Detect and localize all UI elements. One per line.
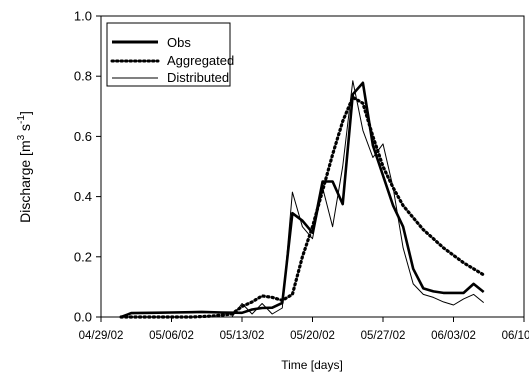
- y-tick-label: 0.4: [74, 189, 92, 204]
- legend-label-obs: Obs: [167, 35, 191, 50]
- x-tick-label: 06/10/02: [502, 330, 529, 342]
- y-tick-label: 0.6: [74, 129, 92, 144]
- x-tick-label: 05/06/02: [149, 330, 194, 342]
- legend-label-aggregated: Aggregated: [167, 53, 234, 68]
- x-tick-label: 05/27/02: [361, 330, 406, 342]
- legend-label-distributed: Distributed: [167, 70, 229, 85]
- y-axis-label-sup2: -1: [16, 115, 27, 124]
- x-axis-label: Time [days]: [281, 358, 343, 372]
- x-tick-label: 06/03/02: [431, 330, 476, 342]
- series-layer: [119, 80, 486, 319]
- y-axis-label-mid: s: [17, 124, 33, 135]
- y-tick-label: 1.0: [74, 9, 92, 24]
- series-line-distributed: [121, 80, 485, 318]
- y-axis-label-end: ]: [17, 111, 33, 115]
- y-axis-label: Discharge [m3 s-1]: [16, 111, 33, 223]
- x-tick-label: 04/29/02: [79, 330, 124, 342]
- y-axis: 0.0 0.2 0.4 0.6 0.8 1.0: [74, 9, 101, 325]
- y-tick-label: 0.2: [74, 249, 92, 264]
- y-axis-label-main: Discharge [m: [17, 140, 33, 222]
- y-axis-label-sup1: 3: [16, 134, 27, 140]
- series-line-aggregated: [119, 95, 486, 319]
- y-tick-label: 0.0: [74, 310, 92, 325]
- x-tick-label: 05/20/02: [290, 330, 335, 342]
- legend-box: [106, 22, 231, 87]
- x-tick-label: 05/13/02: [220, 330, 265, 342]
- y-tick-label: 0.8: [74, 69, 92, 84]
- x-axis: 04/29/02 05/06/02 05/13/02 05/20/02 05/27/02…: [79, 317, 529, 342]
- legend: Obs Aggregated Distributed: [106, 22, 234, 87]
- series-line-obs: [120, 81, 485, 319]
